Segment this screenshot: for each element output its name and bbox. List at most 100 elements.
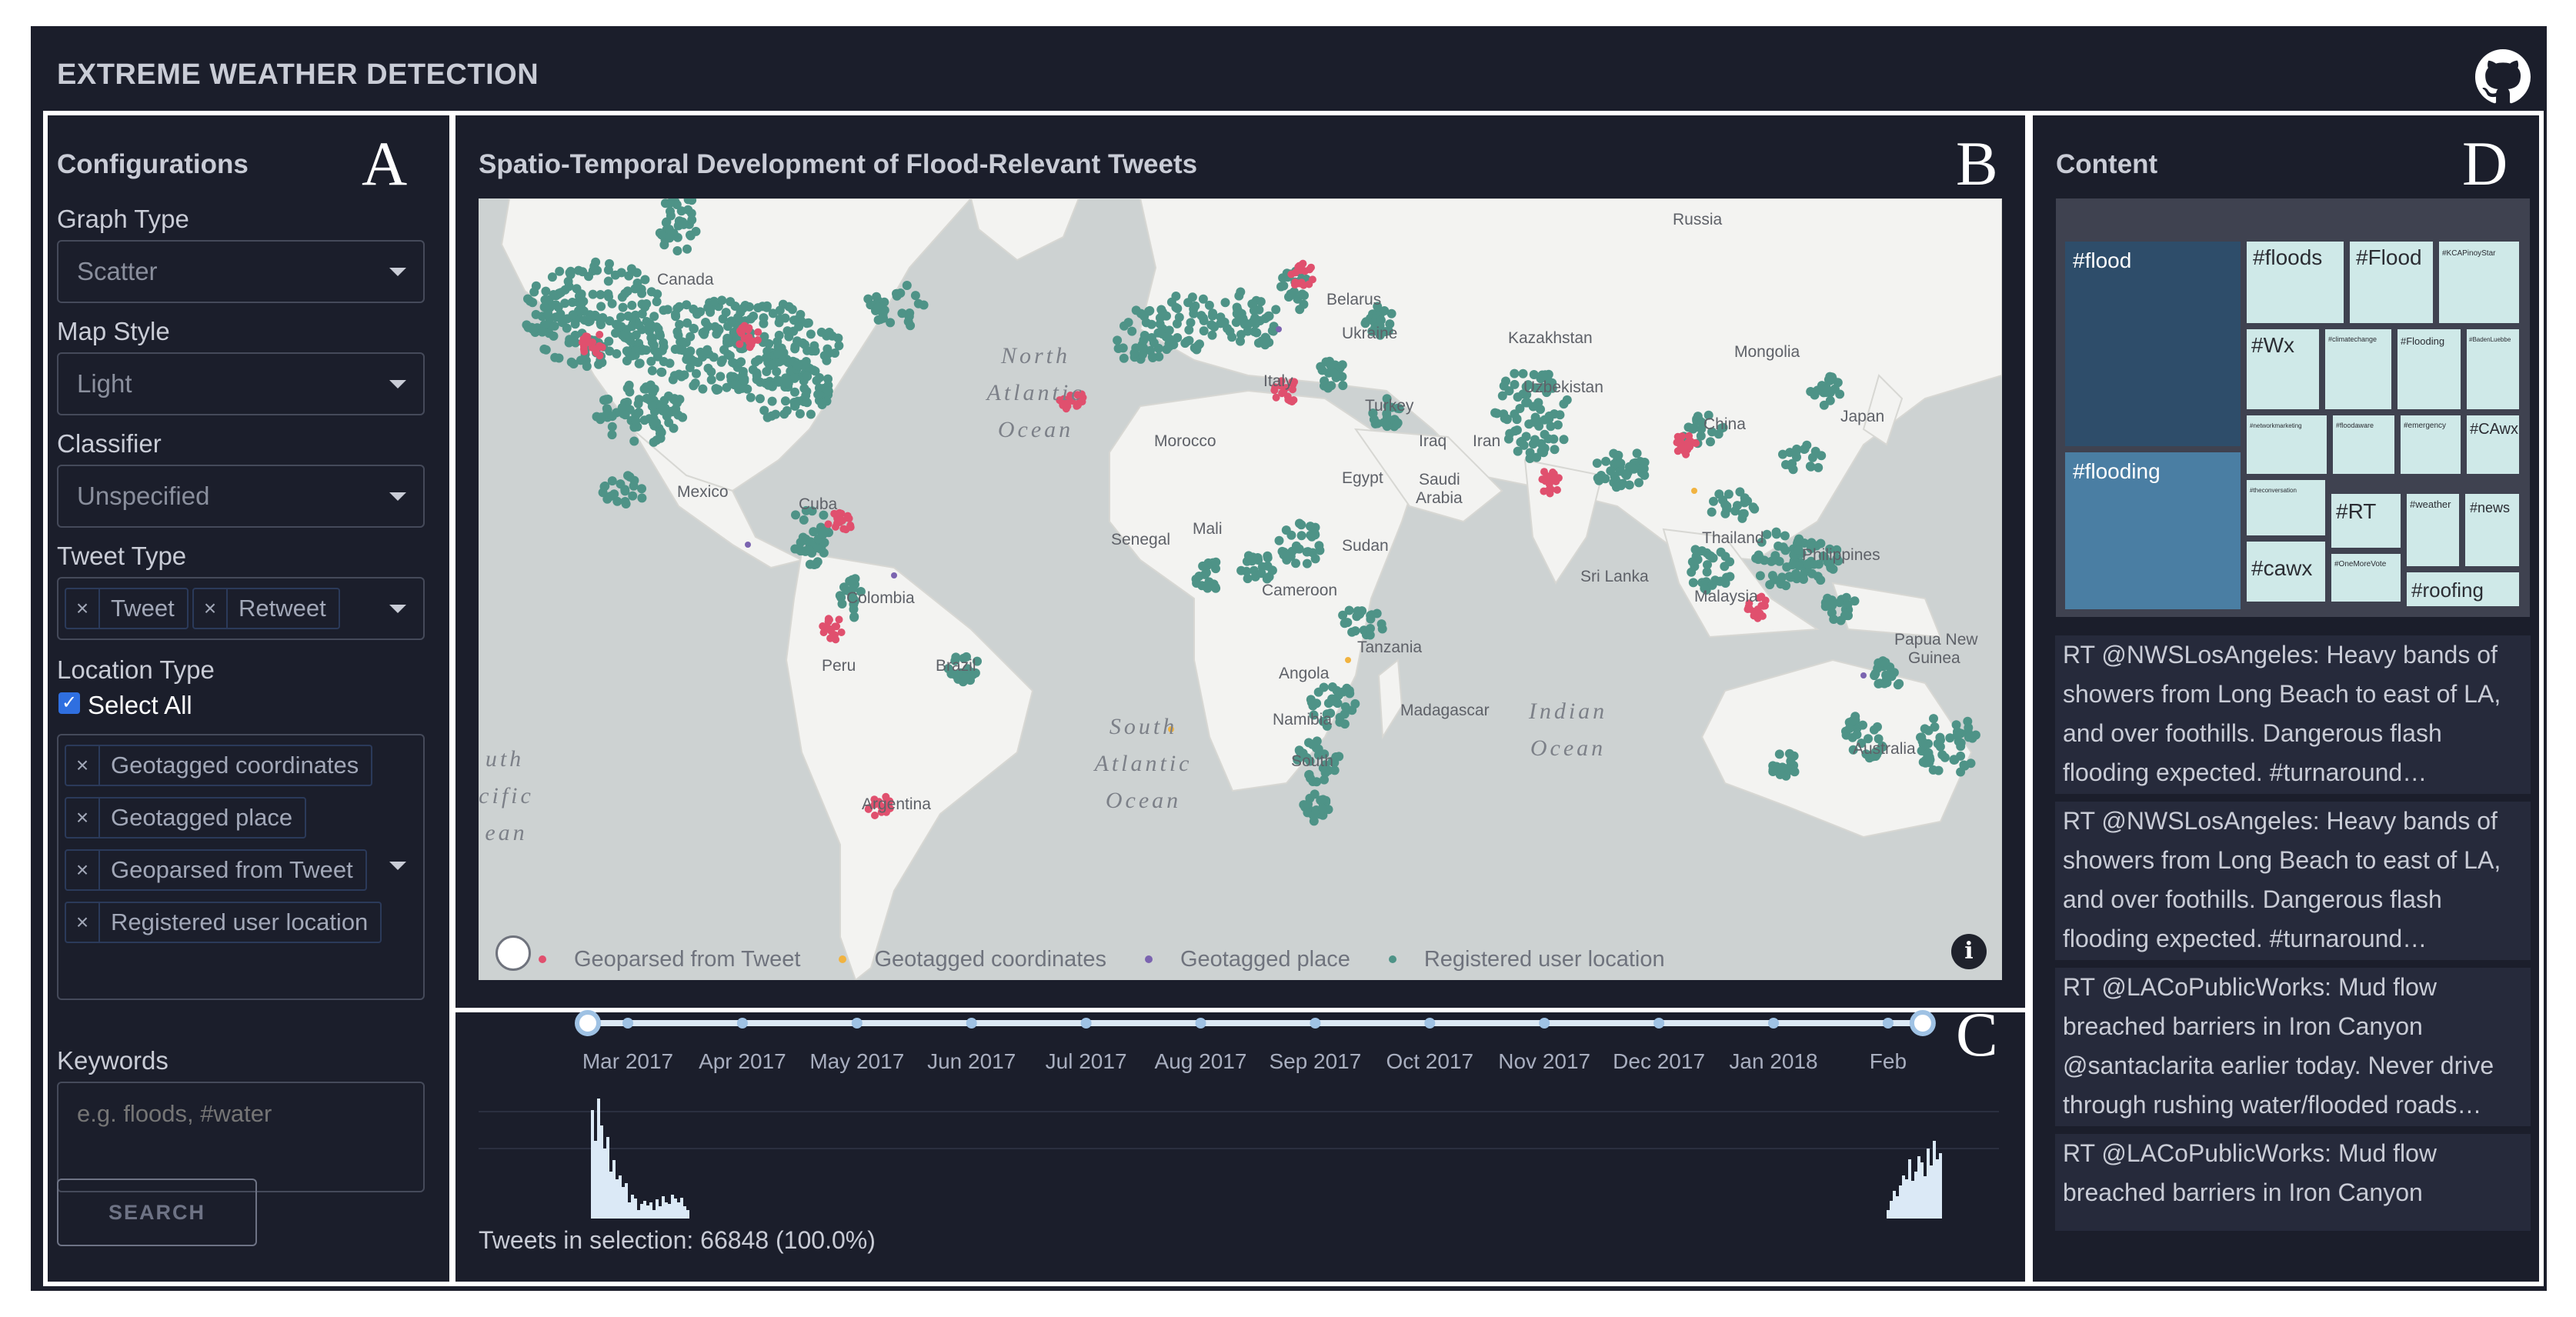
chip-geoparsed-from-tweet[interactable]: × Geoparsed from Tweet xyxy=(65,849,367,891)
treemap-label: #RT xyxy=(2336,499,2376,523)
chip-geotagged-coordinates[interactable]: × Geotagged coordinates xyxy=(65,745,373,786)
keywords-input[interactable] xyxy=(57,1082,425,1192)
graph-type-value: Scatter xyxy=(77,257,158,285)
hashtag-treemap[interactable]: #flood #flooding #floods #Flood #KCAPino… xyxy=(2056,198,2530,617)
tweet-point xyxy=(789,315,799,325)
treemap-cell[interactable] xyxy=(2350,242,2433,323)
tweet-point xyxy=(1309,710,1319,720)
treemap-cell[interactable] xyxy=(2247,329,2319,409)
treemap-cell[interactable] xyxy=(2065,242,2241,446)
range-start-handle[interactable] xyxy=(575,1010,601,1036)
timeline-month-label: Apr 2017 xyxy=(699,1049,786,1073)
remove-icon[interactable]: × xyxy=(194,589,228,628)
treemap-cell[interactable] xyxy=(2247,480,2325,535)
tweet-point xyxy=(631,416,641,426)
treemap-label: #Flood xyxy=(2356,245,2422,269)
map-label: Iran xyxy=(1473,432,1500,450)
chip-retweet[interactable]: × Retweet xyxy=(192,588,340,629)
tweet-card[interactable]: RT @NWSLosAngeles: Heavy bands of shower… xyxy=(2055,635,2531,794)
range-end-handle[interactable] xyxy=(1909,1010,1936,1036)
map-label: Madagascar xyxy=(1400,702,1490,719)
treemap-cell[interactable] xyxy=(2333,415,2394,474)
treemap-cell[interactable] xyxy=(2439,242,2519,323)
timeline-slider[interactable] xyxy=(469,988,2008,1219)
github-icon[interactable] xyxy=(2475,49,2531,105)
graph-type-select[interactable]: Scatter xyxy=(57,240,425,303)
histogram-bar xyxy=(1924,1176,1927,1219)
select-all-label: Select All xyxy=(88,691,192,719)
tweet-point xyxy=(1340,702,1350,712)
remove-icon[interactable]: × xyxy=(66,799,100,837)
tweet-point xyxy=(1835,389,1845,399)
tweet-line: RT @NWSLosAngeles: Heavy bands of xyxy=(2063,641,2498,669)
tweet-point xyxy=(1310,530,1320,540)
classifier-select[interactable]: Unspecified xyxy=(57,465,425,528)
map-canvas[interactable]: Canada Russia Belarus Ukraine Kazakhstan… xyxy=(479,198,2002,980)
panel-letter-a: A xyxy=(362,128,408,198)
remove-icon[interactable]: × xyxy=(66,903,100,942)
tweet-point xyxy=(722,382,732,392)
tweet-type-multiselect[interactable] xyxy=(57,577,425,640)
treemap-cell[interactable] xyxy=(2247,542,2325,602)
treemap-cell[interactable] xyxy=(2065,452,2241,609)
location-type-multiselect[interactable] xyxy=(57,734,425,1000)
tweet-point xyxy=(1236,565,1246,575)
tweet-point xyxy=(659,357,669,366)
tweet-point xyxy=(648,388,658,398)
treemap-cell[interactable] xyxy=(2331,494,2401,548)
map-style-select[interactable]: Light xyxy=(57,352,425,415)
tweet-point xyxy=(1791,568,1800,578)
treemap-cell[interactable] xyxy=(2407,494,2459,566)
tweet-point xyxy=(689,356,699,366)
treemap-cell[interactable] xyxy=(2331,554,2401,602)
histogram-bar xyxy=(656,1199,659,1219)
chip-registered-user-location[interactable]: × Registered user location xyxy=(65,902,382,943)
panel-c-frame xyxy=(449,1008,2030,1286)
treemap-cell[interactable] xyxy=(2467,329,2519,409)
map-label: Mexico xyxy=(677,483,729,501)
tweet-point xyxy=(1376,315,1386,325)
timeline-tick xyxy=(851,1018,863,1029)
remove-icon[interactable]: × xyxy=(66,746,100,785)
treemap-cell[interactable] xyxy=(2401,415,2461,474)
tweet-card[interactable]: RT @LACoPublicWorks: Mud flow breached b… xyxy=(2055,1134,2531,1231)
chip-tweet[interactable]: × Tweet xyxy=(65,588,189,629)
histogram-bar xyxy=(628,1202,631,1219)
treemap-cell[interactable] xyxy=(2467,415,2519,474)
tweet-count-histogram xyxy=(591,1099,1942,1219)
tweet-point xyxy=(815,373,825,382)
treemap-cell[interactable] xyxy=(2325,329,2391,409)
tweet-point xyxy=(1264,311,1274,321)
treemap-cell[interactable] xyxy=(2397,329,2461,409)
tweet-point xyxy=(567,298,577,307)
graph-type-label: Graph Type xyxy=(57,205,189,233)
map-label: Turkey xyxy=(1365,397,1414,415)
info-icon[interactable]: i xyxy=(1951,934,1987,969)
tweet-point xyxy=(1502,415,1512,425)
tweet-point xyxy=(1799,445,1809,454)
ocean-label: South xyxy=(1109,714,1177,739)
tweet-point xyxy=(1634,478,1643,488)
chip-geotagged-place[interactable]: × Geotagged place xyxy=(65,797,307,839)
tweet-point xyxy=(1745,599,1753,608)
tweet-card[interactable]: RT @NWSLosAngeles: Heavy bands of shower… xyxy=(2055,802,2531,960)
treemap-cell[interactable] xyxy=(2247,242,2344,323)
tweet-card[interactable]: RT @LACoPublicWorks: Mud flow breached b… xyxy=(2055,968,2531,1126)
tweet-point xyxy=(551,312,561,322)
treemap-cell[interactable] xyxy=(2247,415,2327,474)
remove-icon[interactable]: × xyxy=(66,851,100,889)
world-map[interactable]: Canada Russia Belarus Ukraine Kazakhstan… xyxy=(479,198,2002,980)
tweet-point xyxy=(550,352,560,362)
select-all-checkbox[interactable]: ✓ xyxy=(58,692,80,714)
tweet-point xyxy=(1236,336,1245,346)
remove-icon[interactable]: × xyxy=(66,589,100,628)
mapbox-logo-icon[interactable] xyxy=(496,935,531,971)
histogram-bar xyxy=(1905,1179,1908,1219)
tweet-point xyxy=(1173,333,1183,342)
search-button[interactable]: SEARCH xyxy=(57,1179,257,1246)
tweet-point xyxy=(549,321,559,331)
tweet-point xyxy=(1843,599,1853,609)
treemap-cell[interactable] xyxy=(2407,572,2519,606)
tweet-point xyxy=(1326,709,1336,719)
treemap-cell[interactable] xyxy=(2465,494,2519,566)
